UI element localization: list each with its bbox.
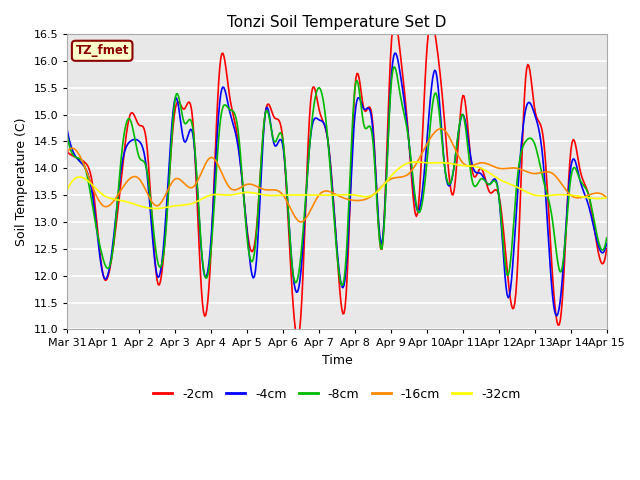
- Legend: -2cm, -4cm, -8cm, -16cm, -32cm: -2cm, -4cm, -8cm, -16cm, -32cm: [148, 383, 525, 406]
- X-axis label: Time: Time: [322, 354, 353, 367]
- Title: Tonzi Soil Temperature Set D: Tonzi Soil Temperature Set D: [227, 15, 447, 30]
- Y-axis label: Soil Temperature (C): Soil Temperature (C): [15, 118, 28, 246]
- Text: TZ_fmet: TZ_fmet: [76, 44, 129, 57]
